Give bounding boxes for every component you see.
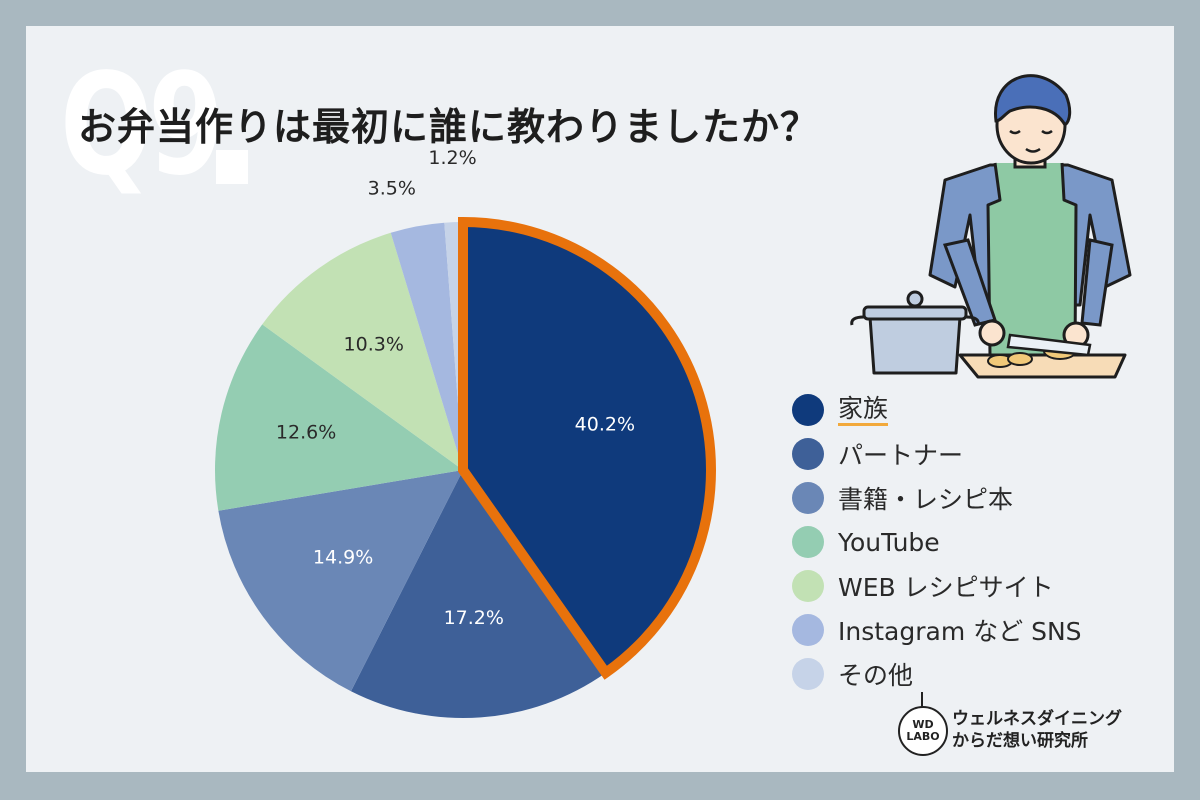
pie-label-1: 17.2% [444, 607, 504, 629]
legend-label-books: 書籍・レシピ本 [838, 485, 1014, 514]
legend-item-books: 書籍・レシピ本 [792, 476, 1082, 520]
person-cooking-icon [850, 74, 1132, 379]
pie-label-6: 1.2% [428, 147, 476, 169]
pie-slice-2 [218, 470, 463, 692]
pie-label-4: 10.3% [344, 333, 404, 355]
legend-label-youtube: YouTube [838, 527, 940, 557]
pie-highlight-outline [458, 216, 716, 680]
pie-slice-5 [390, 222, 463, 470]
legend-swatch [792, 570, 824, 602]
legend-label-family: 家族 [838, 394, 889, 426]
logo-text-bottom: LABO [906, 730, 940, 743]
legend-item-partner: パートナー [792, 432, 1082, 476]
pie-label-2: 14.9% [313, 547, 373, 569]
legend-swatch [792, 438, 824, 470]
legend-label-sns: Instagram など SNS [838, 617, 1082, 646]
legend-swatch [792, 614, 824, 646]
question-number-dot [216, 150, 248, 184]
legend-swatch [792, 526, 824, 558]
pie-slice-1 [351, 470, 606, 718]
logo-text-top: WD [912, 718, 934, 731]
pie-slice-3 [215, 324, 463, 511]
footer-brand: ウェルネスダイニング からだ想い研究所 [952, 708, 1122, 752]
legend-item-family: 家族 [792, 388, 1082, 432]
legend-swatch [792, 482, 824, 514]
legend-swatch [792, 658, 824, 690]
legend: 家族 パートナー 書籍・レシピ本 YouTube WEB レシピサイト Inst… [792, 388, 1082, 696]
legend-item-other: その他 [792, 652, 1082, 696]
legend-label-other: その他 [838, 661, 914, 690]
legend-item-sns: Instagram など SNS [792, 608, 1082, 652]
pie-slice-4 [262, 232, 463, 470]
legend-label-partner: パートナー [838, 441, 964, 470]
pie-label-3: 12.6% [276, 422, 336, 444]
legend-item-youtube: YouTube [792, 520, 1082, 564]
pie-label-0: 40.2% [575, 414, 635, 436]
footer-line-2: からだ想い研究所 [952, 731, 1088, 751]
wd-labo-logo: WD LABO [898, 692, 948, 756]
legend-swatch [792, 394, 824, 426]
legend-label-web: WEB レシピサイト [838, 573, 1054, 602]
legend-item-web: WEB レシピサイト [792, 564, 1082, 608]
pie-slice-0 [463, 222, 712, 673]
chart-title: お弁当作りは最初に誰に教わりましたか？ [78, 105, 820, 149]
footer-line-1: ウェルネスダイニング [952, 709, 1122, 729]
question-number: Q9 [60, 44, 224, 207]
pie-label-5: 3.5% [368, 178, 416, 200]
